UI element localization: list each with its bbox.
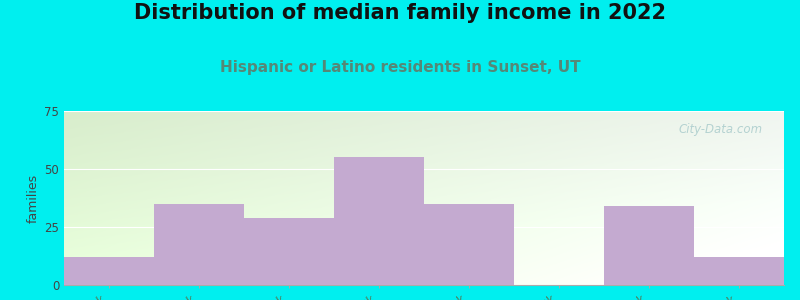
Bar xyxy=(424,204,514,285)
Text: City-Data.com: City-Data.com xyxy=(678,123,762,136)
Bar xyxy=(604,206,694,285)
Text: Distribution of median family income in 2022: Distribution of median family income in … xyxy=(134,3,666,23)
Bar xyxy=(64,257,154,285)
Text: Hispanic or Latino residents in Sunset, UT: Hispanic or Latino residents in Sunset, … xyxy=(220,60,580,75)
Bar xyxy=(334,158,424,285)
Bar xyxy=(244,218,334,285)
Bar xyxy=(154,204,244,285)
Y-axis label: families: families xyxy=(27,173,40,223)
Bar xyxy=(694,257,784,285)
